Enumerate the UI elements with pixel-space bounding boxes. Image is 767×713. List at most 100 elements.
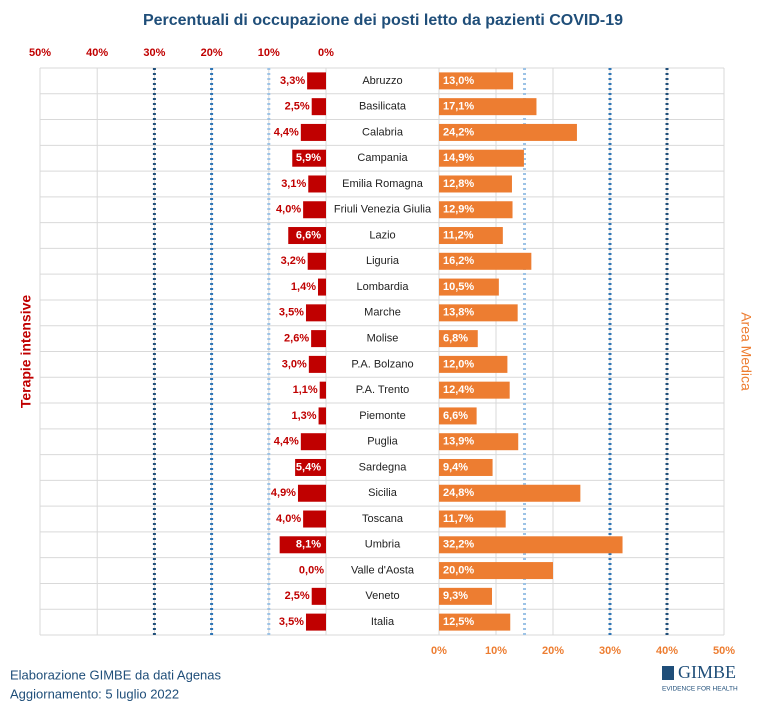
data-label: 13,8% (443, 307, 474, 319)
category-label: Italia (371, 616, 395, 628)
data-label: 17,1% (443, 101, 474, 113)
data-label: 12,0% (443, 358, 474, 370)
data-label: 4,4% (274, 126, 299, 138)
bar (439, 72, 514, 90)
bar (439, 227, 503, 245)
bar (439, 484, 581, 502)
data-label: 8,1% (296, 539, 321, 551)
x2-tick-label: 50% (29, 47, 51, 59)
bar (317, 278, 326, 296)
x2-tick-label: 20% (201, 47, 223, 59)
data-label: 4,0% (276, 513, 301, 525)
x2-tick-label: 40% (86, 47, 108, 59)
data-label: 6,6% (443, 410, 468, 422)
bar (303, 510, 326, 528)
data-label: 5,9% (296, 152, 321, 164)
x2-tick-label: 30% (143, 47, 165, 59)
bar (439, 407, 477, 425)
bar (300, 433, 326, 451)
x-tick-label: 30% (599, 645, 621, 657)
x-tick-label: 0% (431, 645, 447, 657)
data-label: 14,9% (443, 152, 474, 164)
bar (439, 98, 537, 116)
data-label: 3,5% (279, 616, 304, 628)
data-label: 3,3% (280, 75, 305, 87)
data-label: 3,0% (282, 358, 307, 370)
bar (300, 123, 326, 141)
bar (279, 536, 326, 554)
category-label: Lombardia (357, 281, 410, 293)
bar (292, 149, 326, 167)
category-label: Campania (357, 152, 408, 164)
bar (297, 484, 326, 502)
chart-title: Percentuali di occupazione dei posti let… (143, 12, 623, 29)
data-label: 1,3% (291, 410, 316, 422)
data-label: 1,4% (291, 281, 316, 293)
category-label: Piemonte (359, 410, 405, 422)
logo-icon (662, 666, 674, 680)
update-note: Aggiornamento: 5 luglio 2022 (10, 686, 179, 701)
bar (439, 149, 524, 167)
category-label: Puglia (367, 436, 398, 448)
x-tick-label: 40% (656, 645, 678, 657)
bar (303, 201, 326, 219)
bar (439, 536, 623, 554)
bar (439, 123, 577, 141)
category-label: Liguria (366, 255, 400, 267)
data-label: 11,7% (443, 513, 474, 525)
data-label: 3,2% (281, 255, 306, 267)
category-label: Lazio (369, 229, 395, 241)
bar (308, 175, 326, 193)
data-label: 32,2% (443, 539, 474, 551)
bar (311, 330, 326, 348)
bar (439, 201, 513, 219)
bar (439, 355, 508, 373)
bar (439, 381, 510, 399)
bar (307, 252, 326, 270)
source-note: Elaborazione GIMBE da dati Agenas (10, 667, 222, 682)
data-label: 2,5% (285, 101, 310, 113)
logo-tagline: EVIDENCE FOR HEALTH (662, 686, 738, 693)
bar (439, 458, 493, 476)
bar (305, 304, 326, 322)
bar (319, 381, 326, 399)
category-label: Basilicata (359, 101, 407, 113)
category-label: Umbria (365, 539, 401, 551)
bar (307, 72, 326, 90)
category-label: Sicilia (368, 487, 398, 499)
data-label: 12,4% (443, 384, 474, 396)
bar (439, 304, 518, 322)
category-label: P.A. Trento (356, 384, 410, 396)
bar (318, 407, 326, 425)
data-label: 4,0% (276, 204, 301, 216)
bar (308, 355, 326, 373)
bar (439, 433, 519, 451)
x2-tick-label: 0% (318, 47, 334, 59)
category-label: Marche (364, 307, 401, 319)
bar (311, 98, 326, 116)
bar (305, 613, 326, 631)
logo: GIMBE (678, 662, 736, 682)
category-label: Veneto (365, 590, 399, 602)
data-label: 16,2% (443, 255, 474, 267)
bar (439, 278, 499, 296)
data-label: 12,5% (443, 616, 474, 628)
data-label: 10,5% (443, 281, 474, 293)
data-label: 1,1% (293, 384, 318, 396)
x-tick-label: 50% (713, 645, 735, 657)
data-label: 24,8% (443, 487, 474, 499)
data-label: 6,8% (443, 333, 468, 345)
category-label: Calabria (362, 126, 404, 138)
x2-tick-label: 10% (258, 47, 280, 59)
data-label: 24,2% (443, 126, 474, 138)
data-label: 0,0% (299, 564, 324, 576)
data-label: 4,4% (274, 436, 299, 448)
data-label: 3,1% (281, 178, 306, 190)
data-label: 2,5% (285, 590, 310, 602)
data-label: 12,8% (443, 178, 474, 190)
category-label: Molise (367, 333, 399, 345)
bar (439, 587, 493, 605)
bar (439, 175, 512, 193)
category-label: Friuli Venezia Giulia (334, 204, 432, 216)
